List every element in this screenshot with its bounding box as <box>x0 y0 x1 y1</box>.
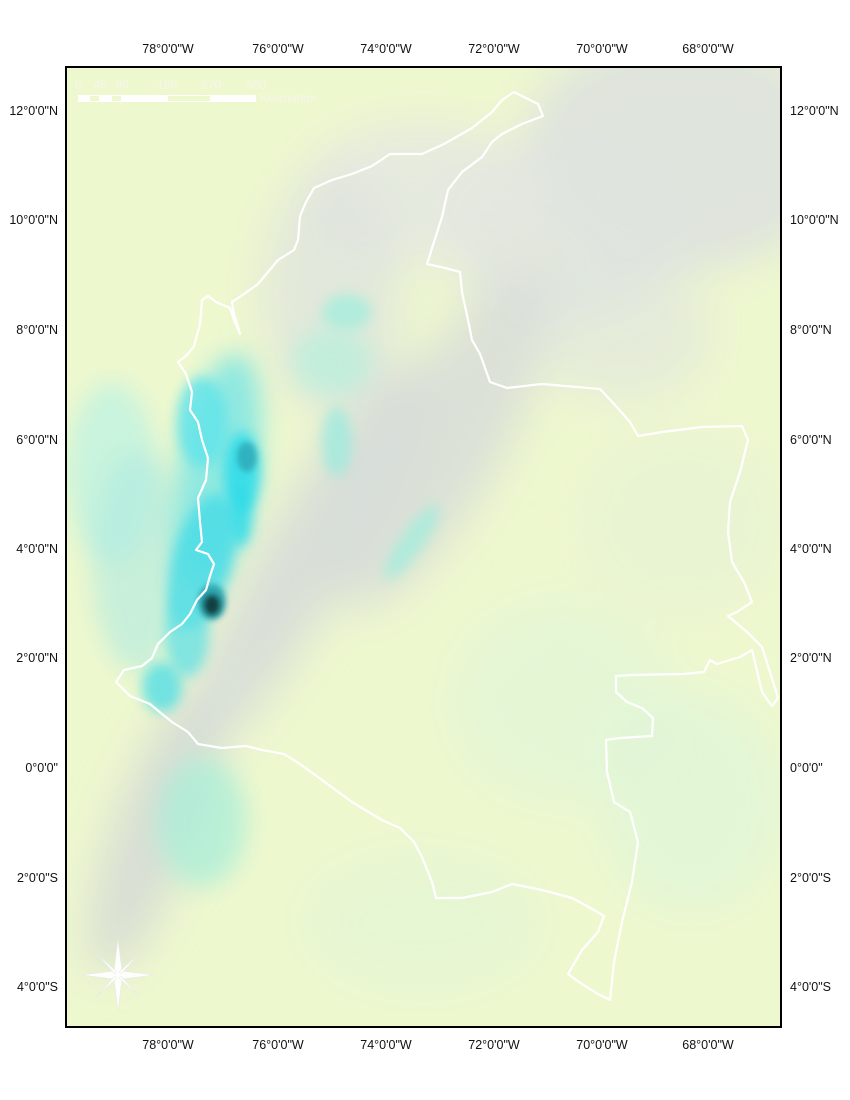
left-tick-label: 2°0'0"N <box>16 651 58 665</box>
right-tick-label: 6°0'0"N <box>790 433 832 447</box>
scale-label: 270 <box>200 78 222 92</box>
scale-segment <box>111 95 122 102</box>
scale-segment <box>122 95 167 102</box>
top-tick-label: 68°0'0"W <box>682 42 734 56</box>
top-tick-label: 72°0'0"W <box>468 42 520 56</box>
left-tick-label: 6°0'0"N <box>16 433 58 447</box>
left-tick-label: 4°0'0"N <box>16 542 58 556</box>
left-tick-label: 4°0'0"S <box>16 980 58 994</box>
scale-segment <box>78 95 89 102</box>
top-tick-label: 76°0'0"W <box>252 42 304 56</box>
right-tick-label: 2°0'0"S <box>790 871 832 885</box>
bottom-tick-label: 72°0'0"W <box>468 1038 520 1052</box>
bottom-tick-label: 76°0'0"W <box>252 1038 304 1052</box>
map-frame <box>65 66 782 1028</box>
scale-segment <box>100 95 111 102</box>
scale-segment <box>89 95 100 102</box>
top-tick-label: 74°0'0"W <box>360 42 412 56</box>
scale-label: 90 <box>115 78 129 92</box>
scale-bar: 0 45 90 180 270 360 Kilometers <box>74 78 338 108</box>
right-tick-label: 4°0'0"N <box>790 542 832 556</box>
bottom-tick-label: 74°0'0"W <box>360 1038 412 1052</box>
scale-label: 45 <box>93 78 107 92</box>
left-tick-label: 0°0'0" <box>25 761 58 775</box>
left-tick-label: 2°0'0"S <box>16 871 58 885</box>
map-canvas <box>67 68 780 1026</box>
scale-label: 0 <box>74 78 82 92</box>
bottom-tick-label: 78°0'0"W <box>142 1038 194 1052</box>
colombia-border <box>114 90 780 1002</box>
top-tick-label: 70°0'0"W <box>576 42 628 56</box>
right-tick-label: 4°0'0"S <box>790 980 832 994</box>
scale-segment <box>167 95 211 102</box>
left-tick-label: 8°0'0"N <box>16 323 58 337</box>
scale-label: 360 <box>245 78 267 92</box>
right-tick-label: 0°0'0" <box>790 761 823 775</box>
wet-zones <box>67 294 440 887</box>
right-tick-label: 10°0'0"N <box>790 213 839 227</box>
compass-rose-icon <box>78 935 158 1015</box>
bottom-tick-label: 68°0'0"W <box>682 1038 734 1052</box>
right-tick-label: 2°0'0"N <box>790 651 832 665</box>
scale-unit-label: Kilometers <box>260 91 317 105</box>
scale-label: 180 <box>156 78 178 92</box>
scale-segment <box>211 95 256 102</box>
top-tick-label: 78°0'0"W <box>142 42 194 56</box>
right-tick-label: 8°0'0"N <box>790 323 832 337</box>
right-tick-label: 12°0'0"N <box>790 104 839 118</box>
left-tick-label: 12°0'0"N <box>9 104 58 118</box>
left-tick-label: 10°0'0"N <box>9 213 58 227</box>
bottom-tick-label: 70°0'0"W <box>576 1038 628 1052</box>
